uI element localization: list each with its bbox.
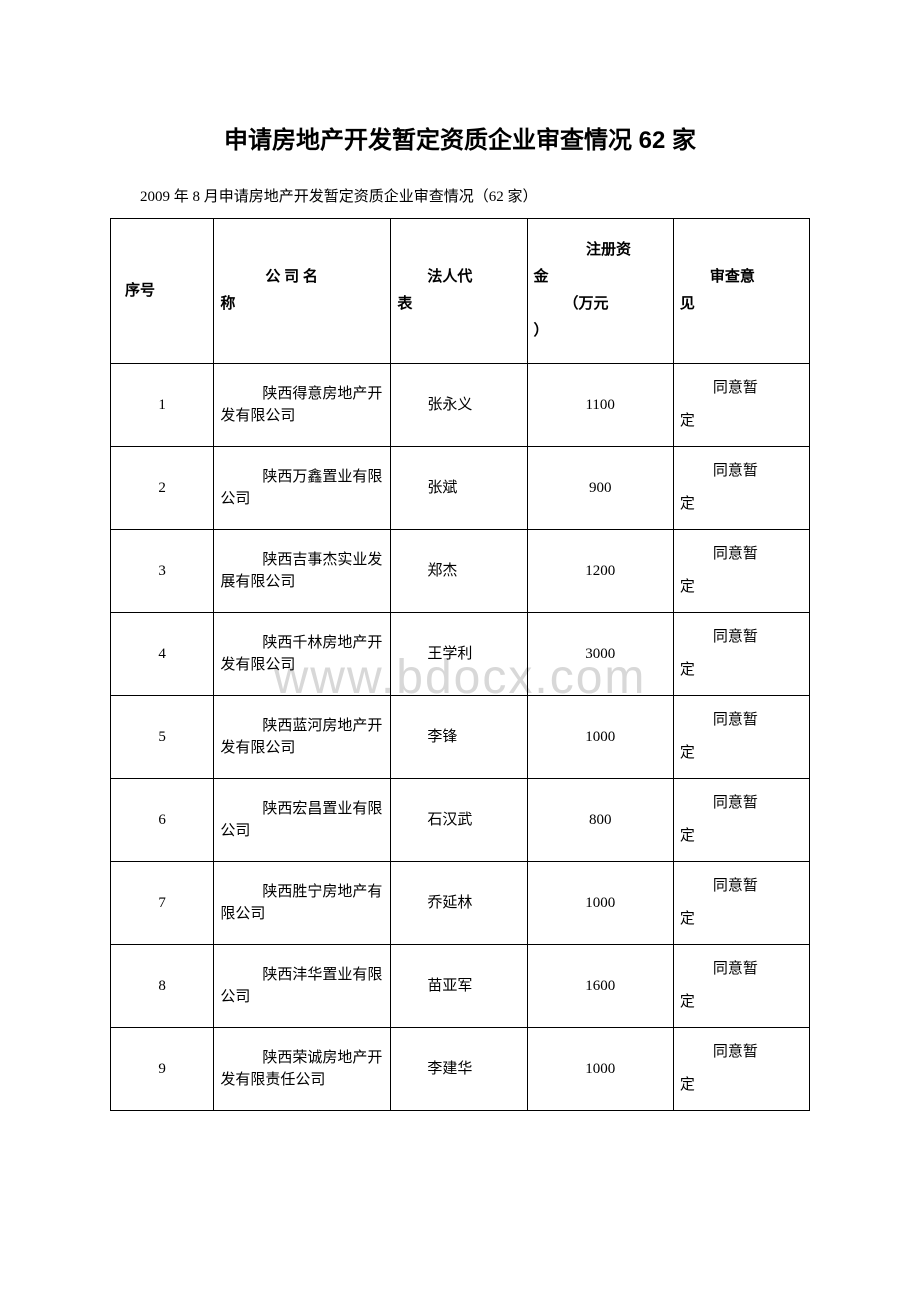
cell-opinion: 同意暂定: [673, 613, 809, 696]
table-row: 6陕西宏昌置业有限公司石汉武800同意暂定: [111, 779, 810, 862]
header-capital-line4: ）: [534, 323, 549, 339]
table-row: 7陕西胜宁房地产有限公司乔延林1000同意暂定: [111, 862, 810, 945]
table-row: 1陕西得意房地产开发有限公司张永义1100同意暂定: [111, 364, 810, 447]
header-opinion-line2: 见: [680, 296, 695, 312]
header-seq: 序号: [111, 219, 214, 364]
cell-company: 陕西吉事杰实业发展有限公司: [214, 530, 391, 613]
cell-opinion: 同意暂定: [673, 530, 809, 613]
cell-rep: 李锋: [391, 696, 527, 779]
table-row: 4陕西千林房地产开发有限公司王学利3000同意暂定: [111, 613, 810, 696]
cell-rep: 张斌: [391, 447, 527, 530]
header-company: 公 司 名 称: [214, 219, 391, 364]
table-row: 9陕西荣诚房地产开发有限责任公司李建华1000同意暂定: [111, 1028, 810, 1111]
cell-capital: 3000: [527, 613, 673, 696]
header-rep: 法人代 表: [391, 219, 527, 364]
cell-capital: 1100: [527, 364, 673, 447]
page-title: 申请房地产开发暂定资质企业审查情况 62 家: [110, 120, 810, 155]
cell-seq: 3: [111, 530, 214, 613]
cell-company: 陕西蓝河房地产开发有限公司: [214, 696, 391, 779]
review-table: 序号 公 司 名 称 法人代 表 注册资 金 （万元 ）: [110, 218, 810, 1111]
cell-rep: 李建华: [391, 1028, 527, 1111]
cell-rep: 乔延林: [391, 862, 527, 945]
header-rep-line2: 表: [397, 296, 412, 312]
cell-capital: 1000: [527, 696, 673, 779]
cell-seq: 1: [111, 364, 214, 447]
cell-capital: 800: [527, 779, 673, 862]
table-row: 5陕西蓝河房地产开发有限公司李锋1000同意暂定: [111, 696, 810, 779]
cell-capital: 1000: [527, 862, 673, 945]
cell-company: 陕西得意房地产开发有限公司: [214, 364, 391, 447]
cell-capital: 1000: [527, 1028, 673, 1111]
cell-capital: 1200: [527, 530, 673, 613]
cell-opinion: 同意暂定: [673, 779, 809, 862]
cell-rep: 郑杰: [391, 530, 527, 613]
table-row: 2陕西万鑫置业有限公司张斌900同意暂定: [111, 447, 810, 530]
cell-seq: 8: [111, 945, 214, 1028]
cell-company: 陕西千林房地产开发有限公司: [214, 613, 391, 696]
cell-capital: 900: [527, 447, 673, 530]
header-capital-line3: （万元: [534, 291, 667, 318]
header-opinion: 审查意 见: [673, 219, 809, 364]
cell-company: 陕西胜宁房地产有限公司: [214, 862, 391, 945]
header-rep-line1: 法人代: [397, 264, 520, 291]
page-subtitle: 2009 年 8 月申请房地产开发暂定资质企业审查情况（62 家）: [110, 185, 810, 206]
cell-opinion: 同意暂定: [673, 945, 809, 1028]
cell-seq: 2: [111, 447, 214, 530]
cell-opinion: 同意暂定: [673, 862, 809, 945]
table-body: 1陕西得意房地产开发有限公司张永义1100同意暂定2陕西万鑫置业有限公司张斌90…: [111, 364, 810, 1111]
header-capital: 注册资 金 （万元 ）: [527, 219, 673, 364]
cell-seq: 9: [111, 1028, 214, 1111]
header-company-line2: 称: [220, 296, 235, 312]
cell-rep: 苗亚军: [391, 945, 527, 1028]
cell-opinion: 同意暂定: [673, 696, 809, 779]
cell-opinion: 同意暂定: [673, 447, 809, 530]
header-company-line1: 公 司 名: [220, 264, 384, 291]
header-seq-text: 序号: [125, 283, 155, 299]
header-capital-line1: 注册资: [534, 237, 667, 264]
cell-capital: 1600: [527, 945, 673, 1028]
cell-rep: 石汉武: [391, 779, 527, 862]
cell-opinion: 同意暂定: [673, 1028, 809, 1111]
cell-seq: 6: [111, 779, 214, 862]
cell-rep: 张永义: [391, 364, 527, 447]
cell-opinion: 同意暂定: [673, 364, 809, 447]
cell-company: 陕西荣诚房地产开发有限责任公司: [214, 1028, 391, 1111]
table-header-row: 序号 公 司 名 称 法人代 表 注册资 金 （万元 ）: [111, 219, 810, 364]
table-row: 8陕西沣华置业有限公司苗亚军1600同意暂定: [111, 945, 810, 1028]
cell-company: 陕西沣华置业有限公司: [214, 945, 391, 1028]
header-capital-line2: 金: [534, 269, 549, 285]
cell-seq: 4: [111, 613, 214, 696]
header-opinion-line1: 审查意: [680, 264, 803, 291]
cell-seq: 5: [111, 696, 214, 779]
cell-company: 陕西万鑫置业有限公司: [214, 447, 391, 530]
cell-seq: 7: [111, 862, 214, 945]
table-row: 3陕西吉事杰实业发展有限公司郑杰1200同意暂定: [111, 530, 810, 613]
cell-rep: 王学利: [391, 613, 527, 696]
cell-company: 陕西宏昌置业有限公司: [214, 779, 391, 862]
